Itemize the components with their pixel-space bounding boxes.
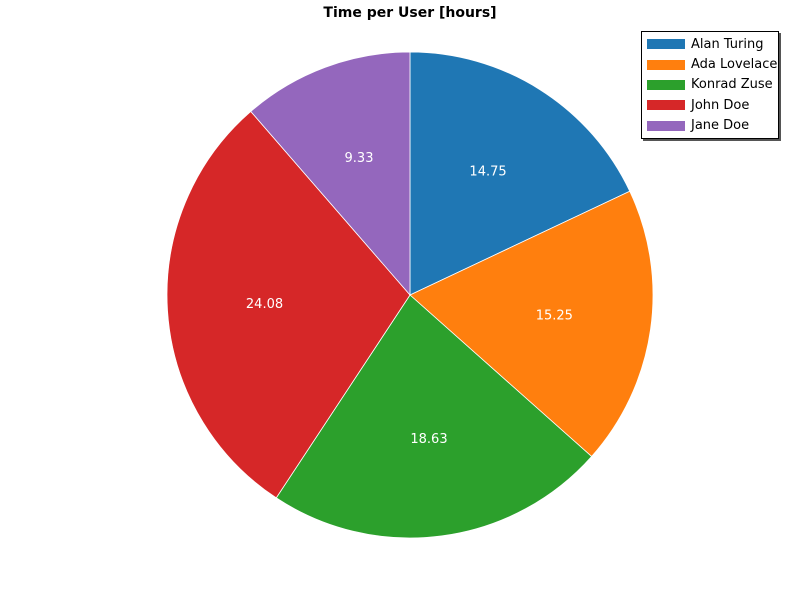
chart-legend: Alan Turing Ada Lovelace Konrad Zuse John D… [641,31,779,139]
chart-title: Time per User [hours] [323,5,497,21]
legend-label: Konrad Zuse [691,77,773,93]
legend-label: Ada Lovelace [691,57,778,73]
legend-swatch [647,59,685,70]
legend-item: Jane Doe [642,116,778,136]
legend-swatch [647,100,685,111]
legend-item: Alan Turing [642,34,778,54]
pie-slice [250,51,411,297]
legend-item: John Doe [642,95,778,115]
pie-slice [166,110,411,499]
legend-item: Ada Lovelace [642,54,778,74]
pie-slice [409,190,654,458]
legend-item: Konrad Zuse [642,75,778,95]
legend-label: Jane Doe [691,118,750,134]
legend-label: John Doe [691,97,750,113]
slice-value-label: 15.25 [536,308,573,323]
legend-label: Alan Turing [691,36,764,52]
pie-slice [409,51,631,296]
slice-value-label: 24.08 [246,297,283,312]
legend-swatch [647,39,685,50]
legend-swatch [647,79,685,90]
pie-slice [275,294,593,539]
legend-swatch [647,120,685,131]
slice-value-label: 9.33 [345,151,374,166]
slice-value-label: 14.75 [469,164,506,179]
slice-value-label: 18.63 [410,432,447,447]
